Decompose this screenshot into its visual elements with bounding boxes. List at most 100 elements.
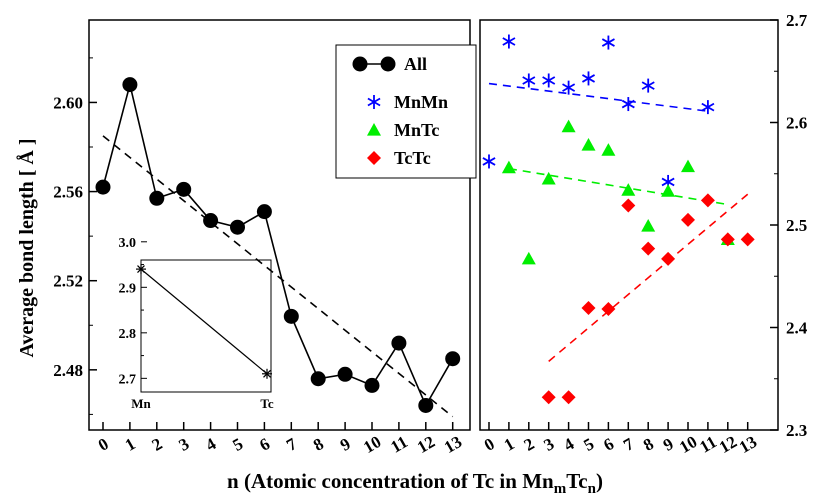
tctc-point [581,301,596,316]
all-point [391,335,407,351]
mnmn-point [701,100,715,115]
inset-frame [140,259,272,393]
legend-mnmn-marker-stroke [367,97,381,107]
x-axis-title-mid: Tc [566,469,587,493]
legend-mnmn-marker [367,95,381,109]
tctc-point [621,198,636,213]
right-xtick-label: 12 [716,432,740,457]
inset-ytick-label: 2.7 [119,372,137,387]
inset-point-stroke [137,265,145,274]
right-ytick-label: 2.7 [786,11,808,30]
right-xtick-label: 8 [640,434,657,455]
tctc-point [561,390,576,405]
left-xtick-label: 0 [95,434,112,455]
y-axis-title-close: ] [16,138,38,145]
mntc-point [621,183,636,196]
right-ytick-label: 2.3 [786,421,807,440]
left-xtick-label: 8 [310,434,327,455]
inset-point [136,264,146,275]
left-ytick-label: 2.52 [53,272,83,291]
legend-all-label: All [404,54,427,74]
inset-ytick-label: 2.8 [119,327,137,342]
right-xtick-label: 9 [660,434,677,455]
left-xtick-label: 7 [283,434,300,455]
inset-ytick-label: 3.0 [119,236,137,251]
mntc-point [661,184,676,197]
tctc-point [661,251,676,266]
left-xtick-label: 10 [360,432,384,457]
all-point [176,181,192,197]
mntc-point [681,159,695,173]
right-plot-frame [479,19,779,431]
right-xtick-label: 5 [580,434,597,455]
right-xtick-label: 1 [501,434,518,455]
right-xtick-label: 6 [600,434,617,455]
mnmn-trendline [488,82,709,113]
mnmn-point-stroke [522,76,536,85]
mnmn-point [581,71,596,86]
mnmn-point-stroke [641,81,655,90]
all-point [122,77,138,93]
mntc-point [581,138,596,151]
inset-point-stroke [263,369,271,378]
left-xtick-label: 13 [441,432,465,457]
y-axis-title-main: Average bond length [ [16,170,38,358]
mnmn-point-stroke [542,76,556,85]
all-trendline [102,135,454,418]
left-xtick-label: 12 [414,432,438,457]
legend-tctc-marker [367,151,381,165]
x-axis-title-prefix: n (Atomic concentration of Tc in Mn [227,469,554,493]
left-xtick-label: 4 [202,434,219,455]
all-point [149,190,165,206]
right-xtick-label: 10 [676,432,700,457]
mntc-point [501,160,516,174]
all-point [337,366,353,382]
left-ytick-label: 2.48 [53,361,83,380]
all-point [283,308,299,324]
mnmn-point [542,73,556,88]
right-xtick-label: 11 [696,432,719,456]
tick-marks [89,19,778,431]
left-xtick-label: 5 [229,434,246,455]
mnmn-point-stroke [581,74,596,83]
inset-xtick-label: Mn [131,396,151,411]
tctc-point [641,241,656,256]
left-xtick-label: 1 [122,434,139,455]
mnmn-point-stroke [601,38,615,47]
right-xtick-label: 2 [521,434,538,455]
x-axis-title: n (Atomic concentration of Tc in MnmTcn) [227,469,603,497]
tctc-trendline [548,193,749,362]
legend-tctc-label: TcTc [394,148,431,168]
right-xtick-label: 13 [736,432,760,457]
left-xtick-label: 9 [337,434,354,455]
left-xtick-label: 11 [387,432,410,456]
right-xtick-label: 7 [620,434,637,455]
all-point [95,179,111,195]
tctc-point [720,232,735,247]
data-markers [95,34,755,413]
mnmn-point-stroke [562,83,576,92]
mnmn-point-stroke [661,177,675,187]
all-point [445,351,461,367]
left-xtick-label: 6 [256,434,273,455]
mnmn-point-stroke [701,102,715,112]
mnmn-point-stroke [502,37,516,46]
left-xtick-label: 3 [176,434,193,455]
right-xtick-label: 3 [541,434,558,455]
inset-line [140,268,268,375]
legend-all-marker [352,56,368,72]
mnmn-point [621,97,635,112]
mntc-point [641,219,656,232]
mntc-trendline [508,167,728,206]
x-axis-title-sub1: m [554,481,567,497]
right-xtick-label: 4 [560,434,577,455]
tctc-point [740,232,755,247]
tctc-point [541,390,556,405]
text-labels: 2.482.522.562.602.32.42.52.62.70 1 2 3 4 5 6 7 8… [15,11,808,497]
mntc-point [601,143,616,156]
right-ytick-label: 2.5 [786,216,807,235]
legend-mntc-marker [367,123,381,136]
left-ytick-label: 2.56 [53,183,83,202]
mnmn-point [482,154,496,169]
